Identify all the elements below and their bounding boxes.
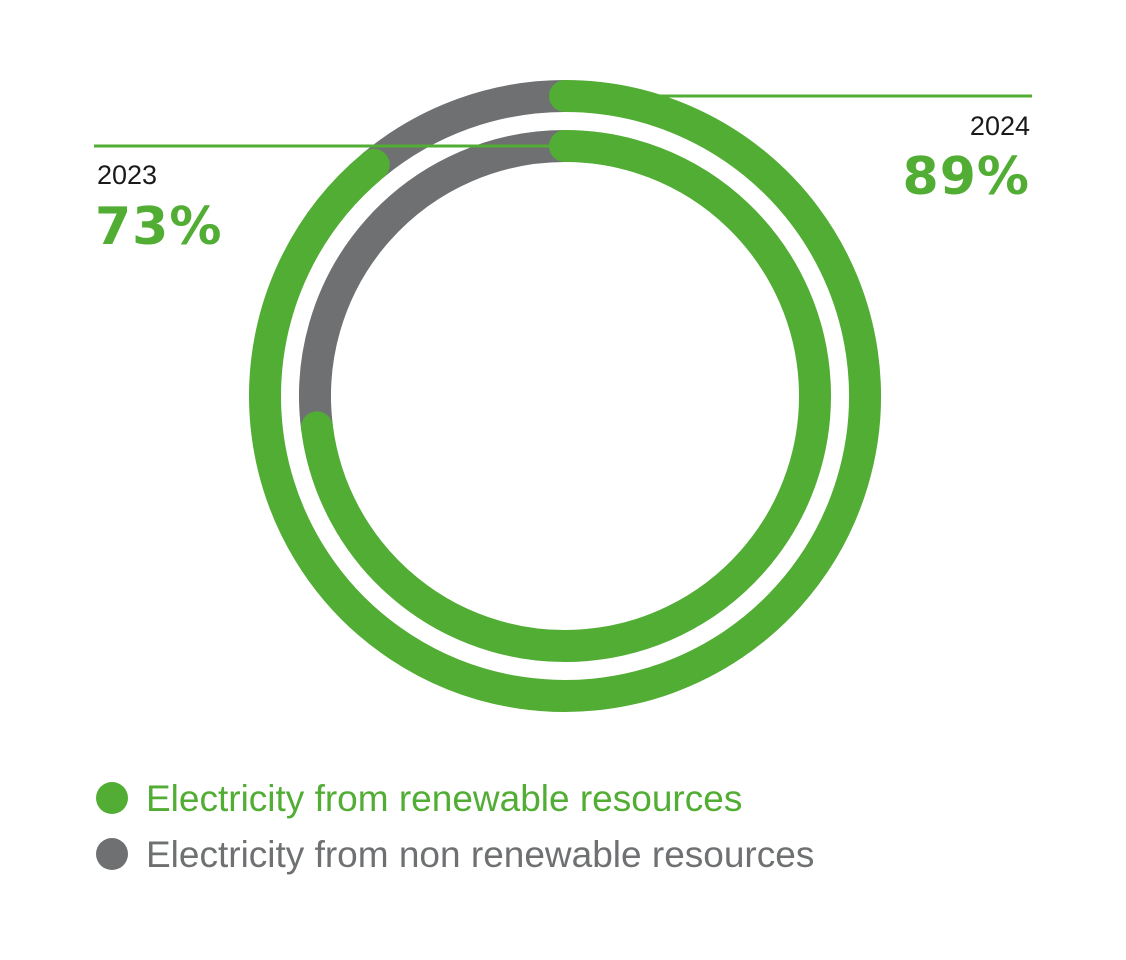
arc-renewable-2024: [249, 80, 881, 712]
legend-swatch-renewable: [96, 782, 128, 814]
percent-label-2024: 89%: [903, 147, 1030, 207]
legend-item-renewable: Electricity from renewable resources: [96, 770, 1096, 826]
year-label-2023: 2023: [97, 160, 157, 190]
arc-renewable-2023: [300, 130, 831, 662]
arc-non-renewable-2024: [357, 80, 581, 181]
year-label-2024: 2024: [970, 111, 1030, 141]
legend-item-non-renewable: Electricity from non renewable resources: [96, 826, 1096, 882]
percent-label-2023: 73%: [95, 197, 222, 257]
legend-label-renewable: Electricity from renewable resources: [146, 777, 743, 819]
arc-non-renewable-2023: [299, 130, 581, 444]
legend-swatch-non-renewable: [96, 838, 128, 870]
legend-label-non-renewable: Electricity from non renewable resources: [146, 833, 815, 875]
rings-group: [249, 80, 881, 712]
legend: Electricity from renewable resources Ele…: [96, 770, 1096, 882]
